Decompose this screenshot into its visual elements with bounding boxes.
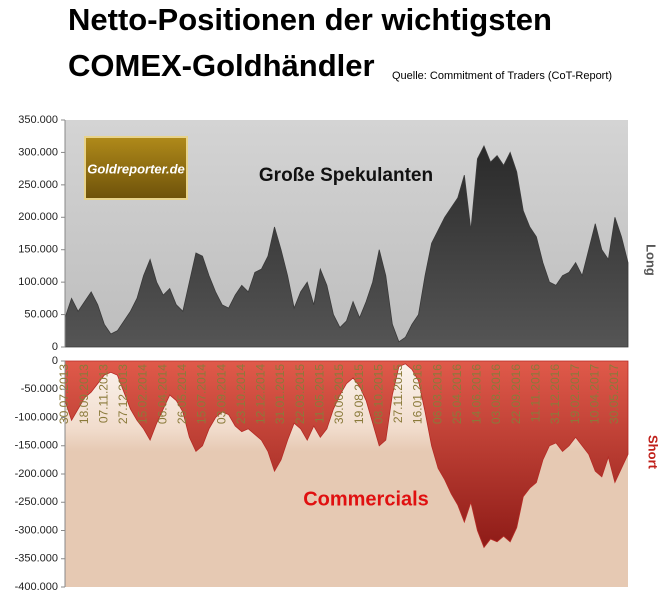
x-tick-label: 31.01.2015 — [273, 364, 287, 424]
x-tick-label: 27.12.2013 — [116, 364, 130, 424]
y-tick-label: -250.000 — [15, 496, 58, 508]
logo-box — [84, 136, 188, 200]
x-tick-label: 12.12.2014 — [254, 364, 268, 424]
y-tick-label: 300.000 — [18, 146, 58, 158]
x-tick-label: 26.05.2014 — [175, 364, 189, 424]
x-tick-label: 15.07.2014 — [195, 364, 209, 424]
y-tick-label: -50.000 — [21, 383, 58, 395]
x-tick-label: 19.08.2015 — [352, 364, 366, 424]
logo: Goldreporter.de — [87, 161, 185, 176]
x-tick-label: 11.11.2016 — [529, 364, 543, 423]
y2-axis-label: Short — [646, 435, 661, 470]
title-line-2: COMEX-Goldhändler — [68, 48, 375, 83]
x-tick-label: 25.04.2016 — [450, 364, 464, 424]
y-tick-label: 200.000 — [18, 211, 58, 223]
x-tick-label: 27.11.2015 — [391, 364, 405, 423]
x-tick-label: 30.05.2017 — [607, 364, 621, 424]
x-tick-label: 06.03.2016 — [430, 364, 444, 424]
area — [64, 144, 629, 348]
x-tick-label: 14.06.2016 — [470, 364, 484, 424]
y-axis-label: Long — [644, 244, 659, 276]
x-tick-label: 23.10.2014 — [234, 364, 248, 424]
x-tick-label: 07.11.2013 — [96, 364, 110, 423]
y-tick-label: 250.000 — [18, 179, 58, 191]
x-tick-label: 30.07.2013 — [57, 364, 71, 424]
x-tick-label: 31.12.2016 — [548, 364, 562, 424]
x-tick-label: 06.04.2014 — [155, 364, 169, 424]
y-tick-label: 150.000 — [18, 244, 58, 256]
y-tick-label: -100.000 — [15, 411, 58, 423]
x-tick-label: 22.09.2016 — [509, 364, 523, 424]
series-label: Große Spekulanten — [259, 165, 433, 186]
area — [64, 360, 629, 549]
y-tick-label: 0 — [52, 355, 58, 367]
x-tick-label: 19.02.2017 — [568, 364, 582, 424]
x-tick-label: 10.04.2017 — [587, 364, 601, 424]
series-label: Commercials — [303, 488, 429, 510]
y-tick-label: -350.000 — [15, 553, 58, 565]
y-tick-label: -400.000 — [15, 581, 58, 593]
x-tick-label: 11.05.2015 — [312, 364, 326, 423]
x-tick-label: 30.06.2015 — [332, 364, 346, 424]
y-tick-label: 0 — [52, 341, 58, 353]
x-tick-label: 16.01.2016 — [411, 364, 425, 424]
y-tick-label: -150.000 — [15, 440, 58, 452]
source: Quelle: Commitment of Traders (CoT-Repor… — [392, 70, 612, 82]
x-tick-label: 22.03.2015 — [293, 364, 307, 424]
x-tick-label: 03.08.2016 — [489, 364, 503, 424]
y-tick-label: -300.000 — [15, 524, 58, 536]
x-tick-label: 03.09.2014 — [214, 364, 228, 424]
y-tick-label: 50.000 — [24, 308, 58, 320]
y-tick-label: -200.000 — [15, 468, 58, 480]
x-tick-label: 18.09.2013 — [77, 364, 91, 424]
x-tick-label: 15.02.2014 — [136, 364, 150, 424]
title-line-1: Netto-Positionen der wichtigsten — [68, 2, 552, 37]
y-tick-label: 100.000 — [18, 276, 58, 288]
y-tick-label: 350.000 — [18, 114, 58, 126]
x-tick-label: 08.10.2015 — [371, 364, 385, 424]
